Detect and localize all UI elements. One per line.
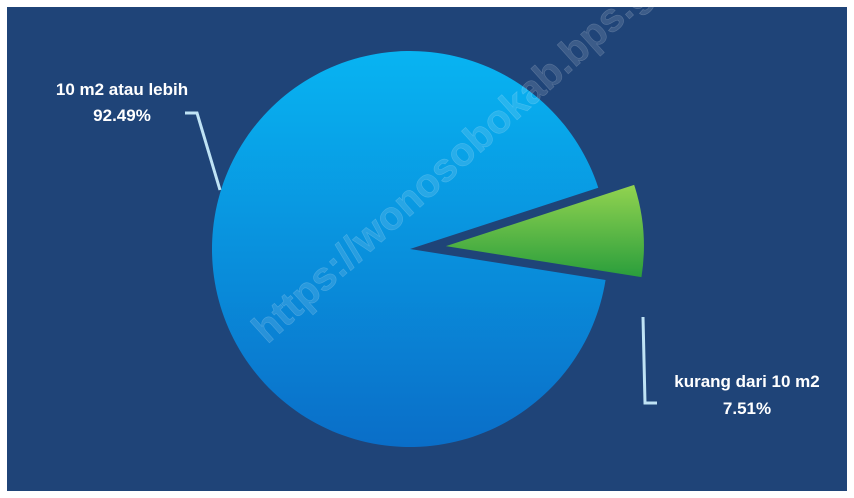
pie-slice-kurang-dari-10m2 [445,184,644,278]
pie-slice-10m2-atau-lebih [211,51,606,448]
pie-slices [211,51,644,448]
slice-value-kurang-dari-10m2: 7.51% [723,399,771,418]
slice-label-kurang-dari-10m2: kurang dari 10 m2 [674,372,820,391]
chart-panel: 10 m2 atau lebih 92.49% kurang dari 10 m… [7,7,847,491]
slice-label-10m2-atau-lebih: 10 m2 atau lebih [56,80,188,99]
leader-line-10m2-atau-lebih [185,111,222,191]
slice-value-10m2-atau-lebih: 92.49% [93,106,151,125]
leader-line-kurang-dari-10m2 [641,316,657,405]
pie-chart: 10 m2 atau lebih 92.49% kurang dari 10 m… [7,7,847,491]
